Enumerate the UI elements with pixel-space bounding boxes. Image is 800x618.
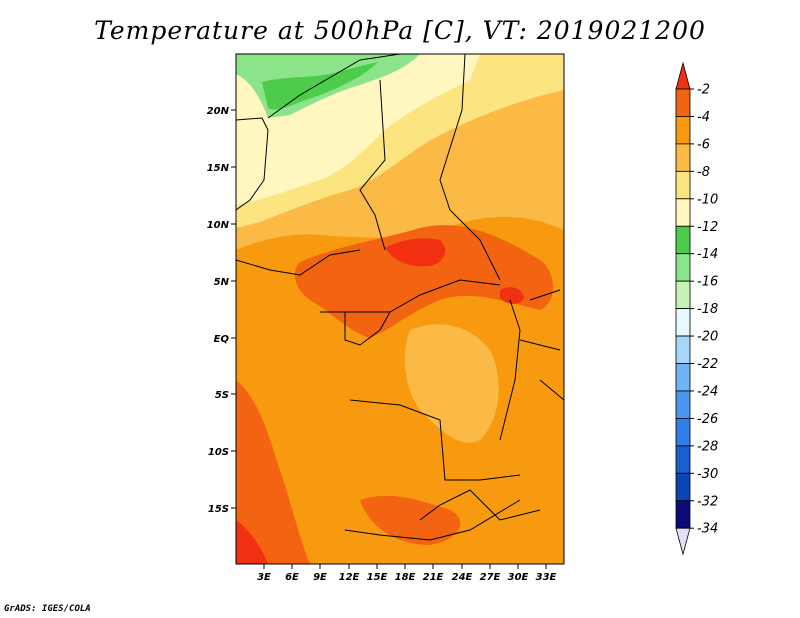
colorbar-box [675,198,691,227]
field-band-2a [385,238,446,267]
lat-label-5n: 5N [214,277,230,288]
map-title: Temperature at 500hPa [C], VT: 201902120… [94,16,706,45]
colorbar-top-triangle [675,61,691,90]
border-west [236,117,269,211]
border-great-lakes [499,299,521,441]
border-nigeria [236,249,361,276]
colorbar: -2 -4 -6 -8 -10 -12 -14 -16 -18 -20 -22 -24 -26 -28 -3… [675,61,718,556]
border-east [519,289,564,401]
colorbar-box [675,225,691,255]
colorbar-box [675,472,691,502]
lat-label-10n: 10N [207,220,230,231]
lat-label-15n: 15N [207,163,230,174]
colorbar-label: -32 [697,494,718,509]
colorbar-label: -4 [697,110,710,125]
colorbar-box [675,390,691,419]
colorbar-box [675,143,691,172]
field-band-8-centre [404,324,499,443]
colorbar-box [675,308,691,337]
colorbar-label: -22 [697,357,718,372]
border-congo-gabon [344,311,391,346]
border-chad-sudan [439,54,501,281]
map-frame [235,53,565,565]
border-angola-drc [349,399,521,481]
lat-label-20n: 20N [207,106,230,117]
border-car-south [320,279,501,313]
border-angola-namibia [344,499,521,541]
colorbar-label: -28 [697,439,718,454]
colorbar-box [675,363,691,392]
temperature-field [236,54,564,564]
colorbar-label: -16 [697,275,718,290]
lon-label-30e: 30E [508,572,529,583]
colorbar-label: -26 [697,412,718,427]
colorbar-box [675,335,691,364]
lon-label-3e: 3E [257,572,271,583]
colorbar-label: -30 [697,467,718,482]
lat-label-15s: 15S [208,504,229,515]
border-zambia [419,489,541,521]
lon-label-27e: 27E [480,572,501,583]
lon-label-6e: 6E [285,572,299,583]
lon-label-12e: 12E [339,572,360,583]
lat-axis: 20N 15N 10N 5N EQ 5S 10S 15S [207,106,236,515]
lon-axis: 3E 6E 9E 12E 15E 18E 21E 24E 27E 30E 33E [257,564,557,583]
colorbar-label: -8 [697,165,710,180]
lon-label-21e: 21E [423,572,444,583]
colorbar-box [675,170,691,200]
colorbar-label: -12 [697,220,718,235]
colorbar-label: -24 [697,384,718,399]
lon-label-18e: 18E [395,572,416,583]
border-niger-chad [359,79,386,251]
field-band-4-sw [236,380,310,564]
lat-label-5s: 5S [215,390,229,401]
credit-label: GrADS: IGES/COLA [4,604,91,614]
field-band-4 [294,225,554,338]
colorbar-label: -6 [697,137,710,152]
colorbar-bottom-triangle [675,527,691,556]
lat-label-eq: EQ [214,334,230,345]
colorbar-box [675,280,691,309]
field-band-16 [262,62,378,110]
colorbar-label: -10 [697,192,718,207]
colorbar-label: -14 [697,247,718,262]
colorbar-label: -18 [697,302,718,317]
colorbar-box [675,500,691,529]
country-borders [236,54,564,541]
lon-label-24e: 24E [452,572,473,583]
lon-label-9e: 9E [313,572,327,583]
colorbar-box [675,253,691,282]
colorbar-label: -2 [697,83,710,98]
lat-label-10s: 10S [208,447,229,458]
border-algeria-libya [267,54,401,119]
lon-label-33e: 33E [536,572,557,583]
colorbar-label: -20 [697,330,718,345]
colorbar-box [675,116,691,145]
colorbar-box [675,417,691,447]
colorbar-box [675,88,691,117]
lon-label-15e: 15E [367,572,388,583]
colorbar-label: -34 [697,522,718,537]
field-band-2-sw [236,520,268,564]
colorbar-box [675,445,691,474]
field-band-2b [500,287,524,304]
